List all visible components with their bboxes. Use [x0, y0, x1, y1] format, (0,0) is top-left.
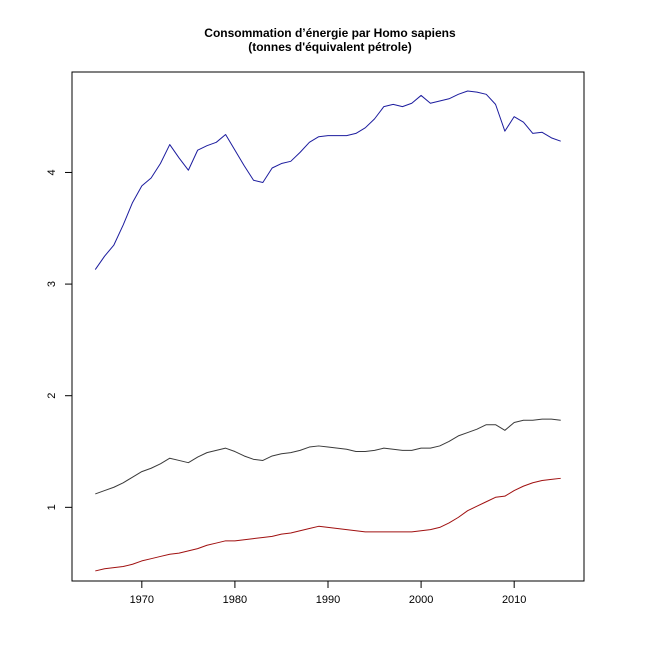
y-axis: 1 2 3 4 — [46, 169, 73, 510]
y-tick-label: 3 — [46, 281, 58, 287]
series-line-1 — [94, 90, 561, 270]
x-axis: 1970 1980 1990 2000 2010 — [130, 580, 526, 606]
chart-subtitle: (tonnes d'équivalent pétrole) — [248, 40, 412, 54]
y-tick-label: 4 — [46, 169, 58, 175]
x-tick-label: 2010 — [502, 594, 526, 606]
series-line-2 — [95, 418, 561, 495]
chart-title: Consommation d’énergie par Homo sapiens — [204, 26, 456, 40]
x-tick-label: 2000 — [409, 594, 433, 606]
plot-frame — [71, 71, 585, 582]
series-line-3 — [95, 477, 561, 572]
x-tick-label: 1990 — [316, 594, 340, 606]
series-layer — [94, 90, 561, 572]
y-tick-label: 2 — [46, 393, 58, 399]
x-tick-label: 1980 — [223, 594, 247, 606]
x-tick-label: 1970 — [130, 594, 154, 606]
y-tick-label: 1 — [46, 504, 58, 510]
